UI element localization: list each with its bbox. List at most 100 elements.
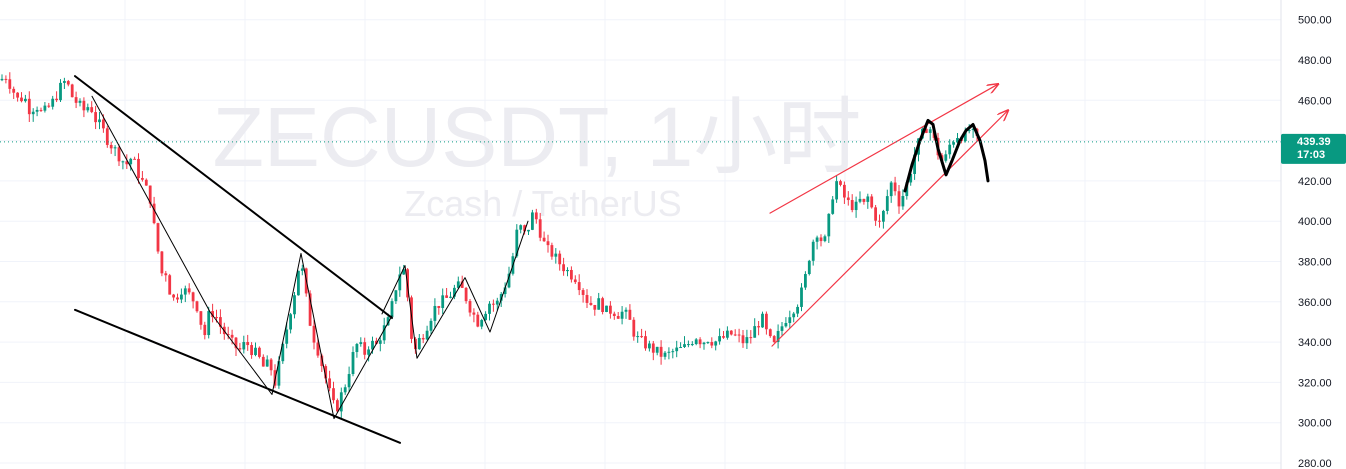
candle-body [203, 324, 207, 336]
candle-body [601, 298, 604, 312]
candle-body [144, 179, 148, 186]
candle-body [944, 154, 948, 161]
price-axis[interactable]: 500.00480.00460.00440.00420.00400.00380.… [1280, 0, 1346, 469]
candle-body [573, 279, 577, 283]
candle-body [148, 185, 152, 204]
candle-body [464, 287, 468, 302]
candle-body [585, 294, 589, 303]
drawing-freehand-black[interactable] [903, 118, 990, 193]
candle-body [538, 219, 542, 238]
candle-body [796, 306, 799, 314]
candle-body [772, 336, 776, 342]
watermark-subtitle: Zcash / TetherUS [404, 183, 681, 224]
candle-body [27, 98, 31, 115]
drawing-line-red[interactable] [769, 84, 998, 214]
candle-body [612, 313, 616, 317]
candle-body [484, 313, 487, 321]
candle-body [531, 212, 534, 230]
candle-body [195, 301, 199, 312]
candle-body [714, 341, 718, 346]
candle-body [117, 147, 121, 162]
candle-body [562, 264, 565, 272]
candle-body [651, 343, 655, 353]
candle-body [885, 196, 889, 211]
candle-body [850, 200, 854, 211]
candle-body [429, 320, 433, 331]
candle-body [554, 253, 558, 257]
price-tick-label: 500.00 [1298, 15, 1332, 27]
candle-body [866, 196, 870, 202]
candle-body [577, 282, 581, 291]
drawing-polyline-black[interactable] [381, 220, 529, 359]
candle-body [726, 330, 729, 338]
candle-body [152, 203, 156, 224]
candle-body [285, 329, 289, 344]
candle-body [831, 199, 835, 214]
candle-body [78, 100, 82, 103]
candle-body [835, 181, 838, 200]
candle-body [967, 130, 971, 132]
candle-body [31, 111, 35, 115]
candle-body [523, 225, 526, 232]
candle-body [316, 342, 320, 356]
candle-body [632, 319, 636, 337]
drawing-polyline-black[interactable] [91, 95, 393, 420]
price-tick-label: 380.00 [1298, 257, 1332, 269]
candle-body [39, 109, 43, 111]
candle-body [35, 109, 39, 112]
watermark-title: ZECUSDT, 1小时 [213, 90, 862, 184]
candle-body [172, 294, 175, 298]
candle-body [293, 295, 296, 315]
candle-body [745, 337, 749, 344]
candle-body [402, 269, 406, 275]
candle-body [550, 245, 554, 257]
candle-body [862, 198, 866, 202]
candle-body [648, 343, 651, 349]
candle-body [667, 351, 671, 353]
price-tick-label: 460.00 [1298, 95, 1332, 107]
candle-body [82, 100, 86, 111]
drawing-line-red[interactable] [771, 110, 1008, 347]
candle-body [94, 112, 97, 123]
candle-body [679, 347, 682, 349]
candle-body [694, 339, 698, 345]
candle-body [558, 253, 562, 265]
candle-body [722, 336, 725, 338]
candle-body [889, 182, 893, 197]
candle-body [371, 340, 374, 350]
candle-body [137, 158, 140, 179]
candle-body [593, 305, 597, 310]
candle-body [24, 98, 27, 102]
candle-body [125, 161, 129, 165]
candle-body [20, 97, 23, 102]
candle-body [347, 374, 351, 388]
candle-body [456, 281, 460, 288]
grid [0, 0, 1281, 469]
drawing-line-black[interactable] [74, 75, 393, 319]
candle-body [570, 269, 573, 280]
candle-body [176, 297, 179, 300]
drawings[interactable] [74, 75, 1008, 444]
candle-body [882, 210, 885, 222]
candle-body [74, 97, 78, 103]
candle-body [51, 98, 55, 107]
bar-countdown: 17:03 [1297, 149, 1325, 161]
candle-body [219, 317, 222, 327]
candle-body [581, 290, 585, 295]
candle-body [230, 334, 234, 338]
drawing-line-black[interactable] [74, 308, 401, 444]
price-tick-label: 340.00 [1298, 337, 1332, 349]
candle-body [784, 323, 788, 327]
candle-body [308, 293, 312, 326]
candle-body [12, 88, 16, 93]
candle-body [16, 92, 19, 98]
candle-body [741, 335, 745, 344]
candle-body [160, 251, 164, 274]
candle-body [90, 107, 94, 113]
price-tick-label: 400.00 [1298, 216, 1332, 228]
candle-body [183, 288, 187, 295]
candle-body [246, 342, 250, 346]
price-tick-label: 360.00 [1298, 297, 1332, 309]
